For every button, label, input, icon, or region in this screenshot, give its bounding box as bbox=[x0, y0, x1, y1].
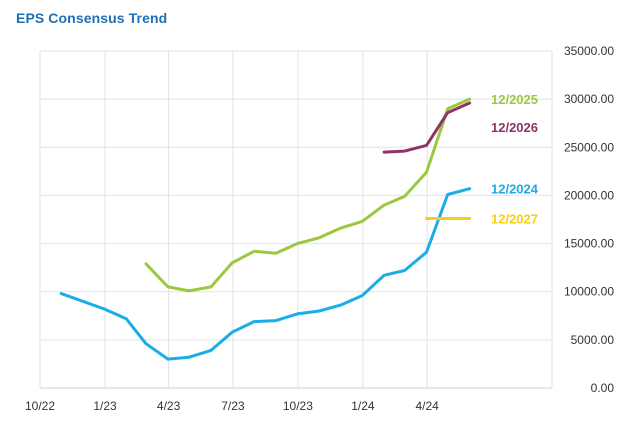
series-lines bbox=[59, 97, 472, 361]
axes: 10/22 1/23 4/23 7/23 10/23 1/24 4/24 35000.00 30… bbox=[25, 44, 614, 413]
x-tick-label: 10/22 bbox=[25, 399, 55, 413]
y-tick-label: 35000.00 bbox=[564, 44, 614, 58]
x-tick-label: 10/23 bbox=[283, 399, 313, 413]
x-tick-label: 4/23 bbox=[157, 399, 181, 413]
chart-title: EPS Consensus Trend bbox=[16, 10, 168, 26]
y-tick-label: 5000.00 bbox=[571, 333, 615, 347]
y-tick-label: 30000.00 bbox=[564, 92, 614, 106]
series-label: 12/2024 bbox=[491, 182, 539, 197]
x-tick-label: 1/24 bbox=[351, 399, 375, 413]
y-tick-label: 10000.00 bbox=[564, 285, 614, 299]
y-tick-label: 20000.00 bbox=[564, 188, 614, 202]
series-label: 12/2025 bbox=[491, 92, 538, 107]
series-labels: 12/2025 12/2026 12/2024 12/2027 bbox=[491, 92, 539, 226]
series-line bbox=[382, 101, 472, 154]
series-line bbox=[59, 187, 472, 361]
series-line bbox=[144, 97, 472, 293]
y-tick-label: 15000.00 bbox=[564, 237, 614, 251]
y-tick-label: 25000.00 bbox=[564, 140, 614, 154]
series-label: 12/2027 bbox=[491, 212, 538, 227]
series-label: 12/2026 bbox=[491, 120, 538, 135]
x-tick-label: 4/24 bbox=[415, 399, 439, 413]
x-tick-label: 1/23 bbox=[93, 399, 117, 413]
grid bbox=[39, 50, 553, 389]
x-tick-label: 7/23 bbox=[221, 399, 245, 413]
y-tick-label: 0.00 bbox=[591, 381, 615, 395]
